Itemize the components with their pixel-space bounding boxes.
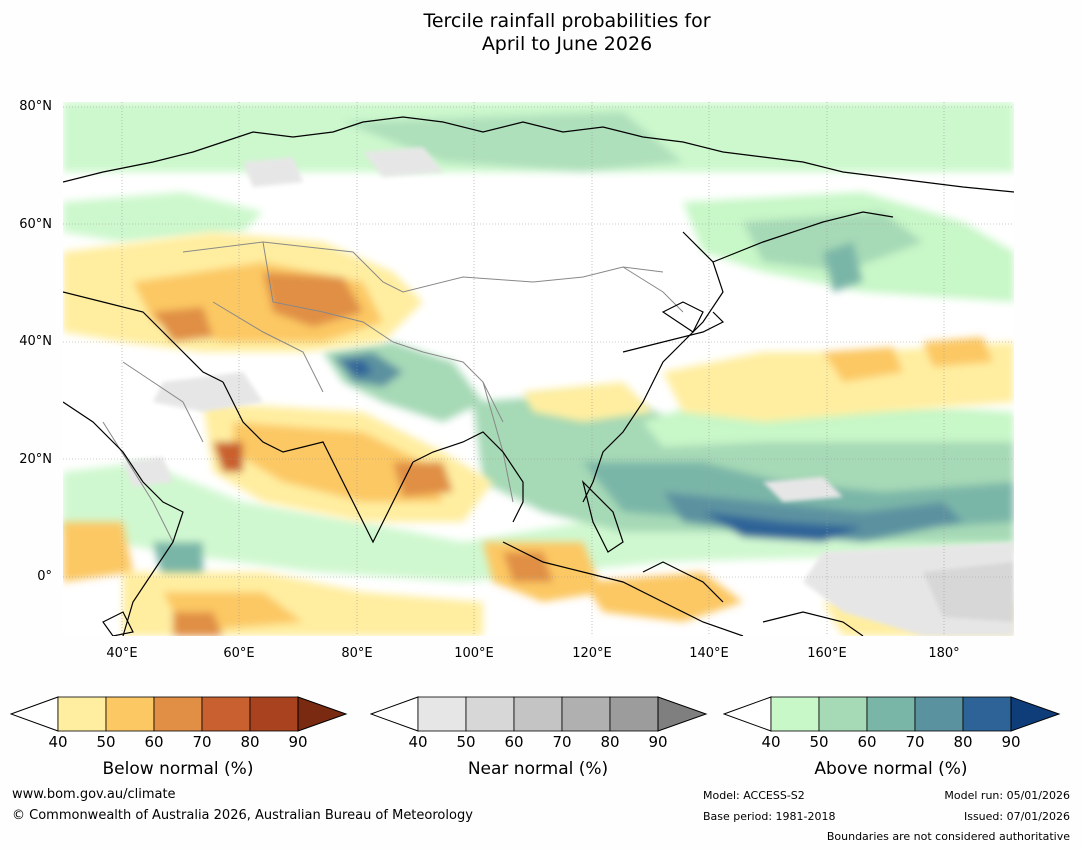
near-normal-colorbar-graphic (369, 696, 708, 732)
near-normal-regions (123, 147, 1014, 636)
near-tick-60: 60 (504, 733, 524, 751)
below-normal-colorbar-graphic (9, 696, 348, 732)
copyright-text: © Commonwealth of Australia 2026, Austra… (12, 808, 473, 823)
lon-label-80e: 80°E (341, 646, 373, 661)
model-text: Model: ACCESS-S2 (703, 789, 805, 802)
above-tick-40: 40 (761, 733, 781, 751)
below-tick-40: 40 (48, 733, 68, 751)
below-colorbar-segment (57, 696, 107, 732)
above-colorbar-max-arrow (1010, 696, 1061, 732)
below-tick-60: 60 (144, 733, 164, 751)
rainfall-probability-map (63, 102, 1014, 636)
lat-label-20n: 20°N (19, 452, 52, 467)
above-normal-colorbar-graphic (722, 696, 1061, 732)
near-tick-90: 90 (648, 733, 668, 751)
near-normal-label: Near normal (%) (467, 759, 609, 779)
near-colorbar-min-arrow (369, 696, 419, 732)
above-colorbar-min-arrow (722, 696, 772, 732)
above-colorbar-segment (770, 696, 820, 732)
lat-label-40n: 40°N (19, 334, 52, 349)
lat-label-0: 0° (37, 569, 52, 584)
lon-label-180: 180° (928, 646, 960, 661)
below-colorbar-segment (201, 696, 251, 732)
lon-label-140e: 140°E (689, 646, 729, 661)
lat-label-80n: 80°N (19, 99, 52, 114)
below-normal-label: Below normal (%) (102, 759, 254, 779)
website-link[interactable]: www.bom.gov.au/climate (12, 787, 176, 802)
near-tick-40: 40 (408, 733, 428, 751)
above-colorbar-segment (962, 696, 1012, 732)
above-tick-60: 60 (857, 733, 877, 751)
above-colorbar-segment (818, 696, 868, 732)
near-colorbar-segment (417, 696, 467, 732)
above-colorbar-segment (866, 696, 916, 732)
near-colorbar-max-arrow (657, 696, 708, 732)
below-normal-colorbar (9, 696, 350, 732)
above-normal-colorbar (722, 696, 1063, 732)
title-line-1: Tercile rainfall probabilities for (423, 10, 711, 32)
below-tick-70: 70 (192, 733, 212, 751)
title-line-2: April to June 2026 (481, 33, 653, 55)
near-tick-70: 70 (552, 733, 572, 751)
disclaimer-text: Boundaries are not considered authoritat… (826, 830, 1070, 843)
above-normal-label: Above normal (%) (814, 759, 968, 779)
base-period-text: Base period: 1981-2018 (703, 810, 836, 823)
lon-label-60e: 60°E (223, 646, 255, 661)
near-normal-colorbar (369, 696, 710, 732)
model-run-text: Model run: 05/01/2026 (944, 789, 1070, 802)
below-colorbar-max-arrow (297, 696, 348, 732)
near-colorbar-segment (513, 696, 563, 732)
above-tick-70: 70 (905, 733, 925, 751)
near-colorbar-segment (609, 696, 659, 732)
above-tick-80: 80 (953, 733, 973, 751)
issued-text: Issued: 07/01/2026 (963, 810, 1070, 823)
coastlines (63, 116, 1014, 636)
graticule (63, 102, 1014, 636)
above-colorbar-segment (914, 696, 964, 732)
below-colorbar-segment (249, 696, 299, 732)
lon-label-40e: 40°E (106, 646, 138, 661)
near-tick-80: 80 (600, 733, 620, 751)
below-tick-80: 80 (240, 733, 260, 751)
lon-label-120e: 120°E (572, 646, 612, 661)
map-title: Tercile rainfall probabilities for April… (0, 10, 1081, 56)
below-tick-50: 50 (96, 733, 116, 751)
below-colorbar-min-arrow (9, 696, 59, 732)
near-tick-50: 50 (456, 733, 476, 751)
below-tick-90: 90 (288, 733, 308, 751)
below-colorbar-segment (153, 696, 203, 732)
below-normal-regions (63, 232, 1014, 636)
map-canvas (63, 102, 1014, 636)
above-tick-50: 50 (809, 733, 829, 751)
near-colorbar-segment (561, 696, 611, 732)
lon-label-160e: 160°E (807, 646, 847, 661)
below-colorbar-segment (105, 696, 155, 732)
lat-label-60n: 60°N (19, 217, 52, 232)
above-tick-90: 90 (1001, 733, 1021, 751)
lon-label-100e: 100°E (454, 646, 494, 661)
near-colorbar-segment (465, 696, 515, 732)
